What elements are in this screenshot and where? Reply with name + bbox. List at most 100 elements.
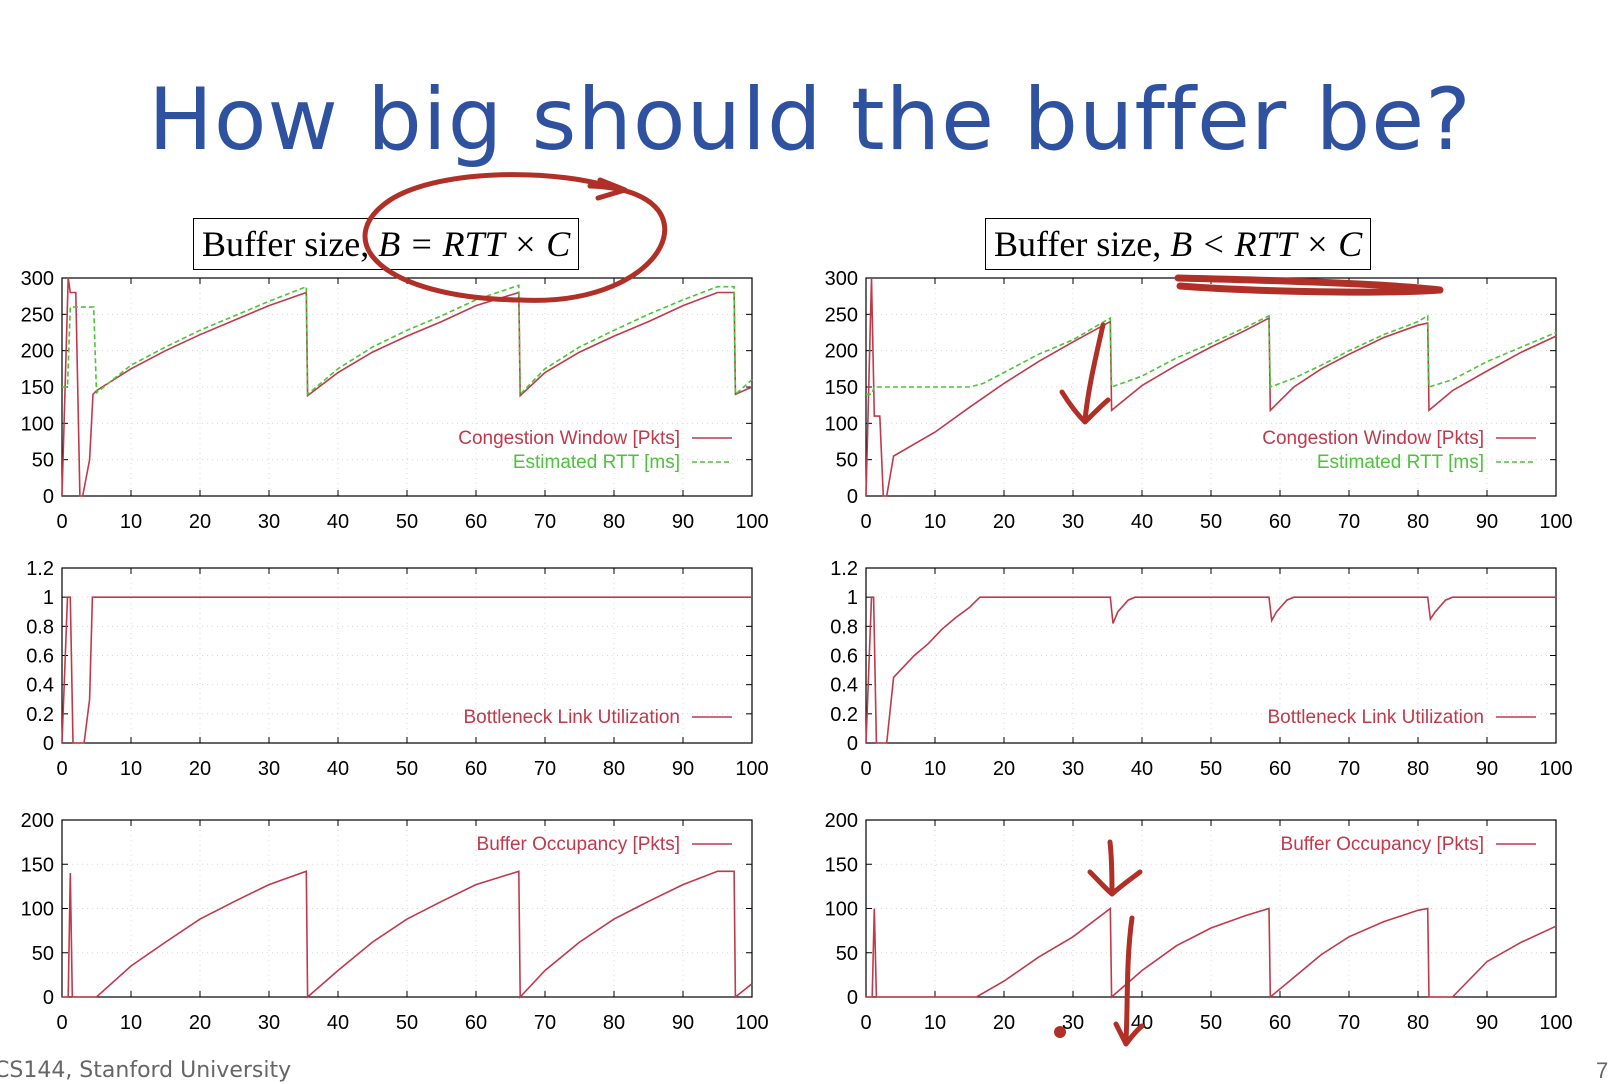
x-tick-label: 100 [1539, 758, 1572, 780]
caption-formula: B < RTT × C [1170, 224, 1363, 264]
x-tick-label: 90 [672, 511, 694, 533]
caption-prefix: Buffer size, [994, 224, 1171, 264]
x-tick-label: 50 [1200, 1012, 1222, 1034]
y-tick-label: 0 [43, 733, 54, 755]
x-tick-label: 10 [924, 758, 946, 780]
series-line-primary [866, 906, 1557, 999]
x-tick-label: 80 [1407, 1012, 1429, 1034]
x-tick-label: 60 [1269, 1012, 1291, 1034]
x-tick-label: 100 [1539, 511, 1572, 533]
x-tick-label: 30 [1062, 1012, 1084, 1034]
x-tick-label: 0 [56, 758, 67, 780]
x-tick-label: 60 [465, 1012, 487, 1034]
left-cwnd-chart: 0 10 20 30 40 50 60 70 80 90 100 0 50 100 150 200 250 300… [21, 268, 769, 533]
y-tick-label: 1.2 [26, 558, 54, 580]
x-tick-label: 50 [396, 758, 418, 780]
x-tick-label: 50 [396, 511, 418, 533]
x-tick-label: 60 [465, 758, 487, 780]
x-tick-label: 50 [396, 1012, 418, 1034]
y-tick-label: 0.2 [26, 704, 54, 726]
plot-frame [61, 819, 753, 998]
series-line-primary [61, 596, 752, 744]
x-tick-label: 100 [1539, 1012, 1572, 1034]
y-tick-label: 0 [43, 486, 54, 508]
x-tick-label: 90 [672, 1012, 694, 1034]
slide-footer: CS144, Stanford University [0, 1058, 292, 1083]
caption-buffer-equal: Buffer size, B = RTT × C [193, 218, 580, 270]
series-line-primary [865, 596, 1556, 744]
legend-label: Bottleneck Link Utilization [1268, 707, 1485, 728]
x-tick-label: 100 [735, 758, 768, 780]
x-tick-label: 70 [1338, 758, 1360, 780]
y-tick-label: 300 [21, 268, 54, 290]
y-tick-label: 150 [21, 377, 54, 399]
legend-label: Estimated RTT [ms] [513, 452, 680, 473]
y-tick-label: 50 [32, 450, 54, 472]
x-tick-label: 50 [1200, 758, 1222, 780]
caption-prefix: Buffer size, [202, 224, 379, 264]
y-tick-label: 250 [825, 304, 858, 326]
y-tick-label: 0 [847, 486, 858, 508]
x-tick-label: 70 [534, 511, 556, 533]
x-tick-label: 70 [1338, 1012, 1360, 1034]
x-tick-label: 0 [56, 511, 67, 533]
plot-frame [61, 567, 753, 744]
ink-circle-annotation [362, 172, 668, 303]
x-tick-label: 80 [603, 758, 625, 780]
x-tick-label: 80 [603, 511, 625, 533]
x-tick-label: 40 [327, 1012, 349, 1034]
x-tick-label: 100 [735, 511, 768, 533]
x-tick-label: 40 [1131, 758, 1153, 780]
x-tick-label: 70 [534, 1012, 556, 1034]
series-line-estimated-rtt [62, 284, 753, 397]
x-tick-label: 100 [735, 1012, 768, 1034]
y-tick-label: 100 [21, 899, 54, 921]
x-tick-label: 70 [534, 758, 556, 780]
x-tick-label: 90 [672, 758, 694, 780]
legend-label: Buffer Occupancy [Pkts] [1281, 834, 1484, 855]
series-line-estimated-rtt [866, 314, 1557, 396]
page-number: 7 [1596, 1058, 1609, 1083]
legend-label: Congestion Window [Pkts] [458, 428, 680, 449]
y-tick-label: 0.8 [26, 616, 54, 638]
y-tick-label: 150 [825, 854, 858, 876]
y-tick-label: 0.4 [26, 675, 54, 697]
legend-label: Congestion Window [Pkts] [1262, 428, 1484, 449]
x-tick-label: 30 [1062, 758, 1084, 780]
x-tick-label: 10 [924, 511, 946, 533]
x-tick-label: 40 [1131, 511, 1153, 533]
x-tick-label: 90 [1476, 1012, 1498, 1034]
x-tick-label: 20 [993, 758, 1015, 780]
x-tick-label: 30 [258, 758, 280, 780]
y-tick-label: 200 [21, 810, 54, 832]
x-tick-label: 90 [1476, 511, 1498, 533]
ink-dot [1054, 1026, 1066, 1038]
x-tick-label: 80 [1407, 758, 1429, 780]
x-tick-label: 30 [1062, 511, 1084, 533]
y-tick-label: 0.6 [830, 646, 858, 668]
y-tick-label: 0.4 [830, 675, 858, 697]
y-tick-label: 0 [43, 987, 54, 1009]
series-line-primary [62, 870, 753, 1000]
ink-down-arrow-3 [1113, 915, 1145, 1047]
x-tick-label: 40 [327, 511, 349, 533]
right-util-chart: 0 10 20 30 40 50 60 70 80 90 100 0 0.2 0.4 0.6 0.8 1 1.2 B… [830, 558, 1573, 780]
x-tick-label: 30 [258, 511, 280, 533]
x-tick-label: 0 [860, 1012, 871, 1034]
legend-label: Buffer Occupancy [Pkts] [477, 834, 680, 855]
x-tick-label: 80 [603, 1012, 625, 1034]
y-tick-label: 100 [825, 899, 858, 921]
y-tick-label: 100 [21, 413, 54, 435]
x-tick-label: 50 [1200, 511, 1222, 533]
plot-frame [865, 819, 1557, 998]
x-tick-label: 10 [120, 1012, 142, 1034]
ink-underline-annotation [1174, 274, 1444, 296]
y-tick-label: 0.6 [26, 646, 54, 668]
y-tick-label: 100 [825, 413, 858, 435]
y-tick-label: 200 [21, 341, 54, 363]
x-tick-label: 20 [189, 511, 211, 533]
x-tick-label: 60 [465, 511, 487, 533]
y-tick-label: 1 [847, 587, 858, 609]
x-tick-label: 30 [258, 1012, 280, 1034]
